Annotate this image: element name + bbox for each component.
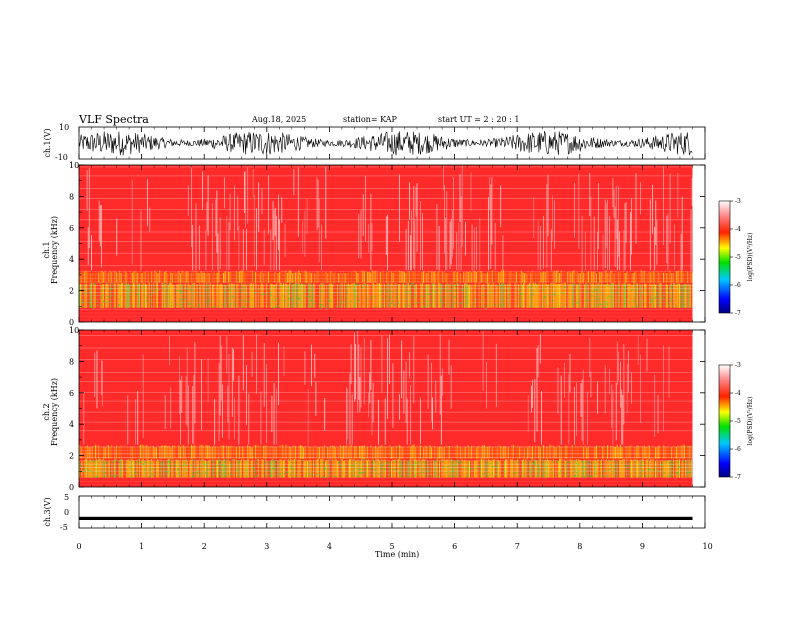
spec-ytick-label: 4 bbox=[69, 420, 74, 429]
ch3-ytick-5: 5 bbox=[64, 493, 69, 502]
spec-ytick-label: 0 bbox=[69, 483, 74, 492]
header-date: Aug.18, 2025 bbox=[251, 115, 306, 124]
spec-ytick-label: 8 bbox=[69, 192, 74, 201]
colorbar-ch1-gradient bbox=[718, 200, 731, 314]
ch3-ylabel: ch.3(V) bbox=[43, 497, 52, 526]
x-tick-label: 0 bbox=[77, 542, 82, 551]
colorbar-tick-label: -3 bbox=[735, 198, 741, 205]
spec-ytick-label: 8 bbox=[69, 357, 74, 366]
x-axis-label: Time (min) bbox=[375, 550, 419, 559]
ch2-spectrogram-panel: ch.2 Frequency (kHz) 0 2 4 6 8 10 bbox=[42, 326, 706, 492]
colorbar-tick-label: -7 bbox=[735, 310, 741, 317]
x-tick-label: 2 bbox=[202, 542, 207, 551]
x-tick-label: 7 bbox=[515, 542, 520, 551]
x-axis-ticks: 0 1 2 3 4 5 6 7 8 9 10 bbox=[77, 127, 713, 551]
colorbar-ch2-gradient bbox=[718, 364, 731, 478]
ch1-waveform-panel: 10 -10 ch.1(V) bbox=[43, 123, 706, 162]
spec-ytick-label: 10 bbox=[69, 326, 79, 335]
x-tick-label: 3 bbox=[264, 542, 269, 551]
spec-ytick-label: 2 bbox=[69, 452, 74, 461]
colorbar-tick-label: -3 bbox=[735, 362, 741, 369]
spec-ytick-label: 4 bbox=[69, 255, 74, 264]
x-tick-label: 6 bbox=[452, 542, 457, 551]
spec-ytick-label: 0 bbox=[69, 318, 74, 327]
x-tick-label: 4 bbox=[327, 542, 332, 551]
colorbar-tick-label: -5 bbox=[735, 254, 741, 261]
chart-title: VLF Spectra bbox=[78, 113, 149, 126]
ch1-ytick-top: 10 bbox=[59, 123, 69, 132]
colorbar-ch1-label: log(PSD)(V²/Hz) bbox=[747, 233, 754, 282]
x-tick-label: 9 bbox=[640, 542, 645, 551]
ch1-spec-ylabel-line1: ch.1 bbox=[42, 241, 51, 258]
ch1-spectrogram-image bbox=[79, 165, 705, 322]
colorbar-tick-label: -6 bbox=[735, 282, 741, 289]
ch2-spectrogram-image bbox=[79, 330, 705, 487]
ch1-spectrogram-panel: ch.1 Frequency (kHz) 0 2 4 6 8 10 bbox=[42, 161, 706, 327]
x-tick-label: 10 bbox=[703, 542, 713, 551]
colorbar-ch2-label: log(PSD)(V²/Hz) bbox=[747, 397, 754, 446]
ch2-spec-ylabel-line1: ch.2 bbox=[42, 403, 51, 420]
colorbar-tick-label: -5 bbox=[735, 418, 741, 425]
spec-ytick-label: 6 bbox=[69, 224, 74, 233]
header-start-ut: start UT = 2 : 20 : 1 bbox=[438, 115, 519, 124]
x-tick-label: 1 bbox=[139, 542, 144, 551]
ch3-waveform-panel: 5 0 -5 ch.3(V) bbox=[43, 493, 706, 532]
colorbar-ch2: -3 -4 -5 -6 -7 log(PSD)(V²/Hz) bbox=[718, 362, 754, 481]
colorbar-tick-label: -4 bbox=[735, 226, 741, 233]
ch1-waveform-trace bbox=[78, 131, 693, 156]
ch3-waveform-trace bbox=[79, 516, 693, 520]
ch3-ytick-neg5: -5 bbox=[60, 523, 68, 532]
x-tick-label: 5 bbox=[390, 542, 395, 551]
ch1-ylabel: ch.1(V) bbox=[43, 128, 52, 157]
colorbar-ch1: -3 -4 -5 -6 -7 log(PSD)(V²/Hz) bbox=[718, 198, 754, 317]
ch3-ytick-0: 0 bbox=[64, 508, 69, 517]
ch2-spec-ylabel-line2: Frequency (kHz) bbox=[50, 378, 59, 446]
x-tick-label: 8 bbox=[577, 542, 582, 551]
colorbar-tick-label: -4 bbox=[735, 390, 741, 397]
colorbar-tick-label: -6 bbox=[735, 446, 741, 453]
ch1-ytick-bottom: -10 bbox=[55, 153, 68, 162]
spec-ytick-label: 6 bbox=[69, 389, 74, 398]
ch1-spec-ylabel-line2: Frequency (kHz) bbox=[50, 216, 59, 284]
spec-ytick-label: 10 bbox=[69, 161, 79, 170]
header-station: station= KAP bbox=[343, 115, 398, 124]
spec-ytick-label: 2 bbox=[69, 287, 74, 296]
colorbar-tick-label: -7 bbox=[735, 474, 741, 481]
